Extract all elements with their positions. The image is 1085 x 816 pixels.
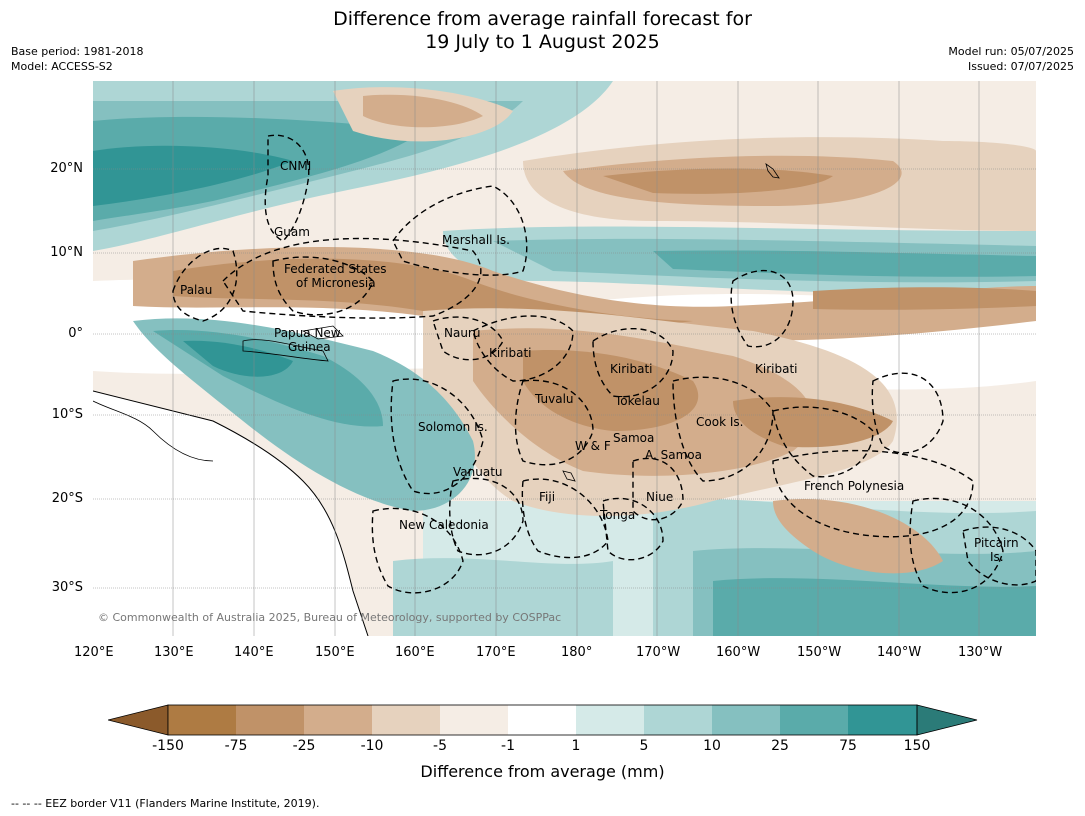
- label-tonga: Tonga: [599, 508, 635, 522]
- colorbar-bin: [440, 705, 508, 735]
- label-nauru: Nauru: [444, 326, 480, 340]
- rainfall-map: CNMI Guam Marshall Is. Federated States …: [93, 81, 1036, 636]
- colorbar-bin: [576, 705, 644, 735]
- label-fsm-line1: Federated States: [284, 262, 386, 276]
- colorbar-tick: -10: [360, 738, 384, 754]
- colorbar-tick: -25: [292, 738, 316, 754]
- label-png-line1: Papua New: [274, 326, 341, 340]
- colorbar-label: Difference from average (mm): [420, 762, 665, 781]
- eez-legend-text: -- -- -- EEZ border V11 (Flanders Marine…: [11, 797, 320, 810]
- colorbar-bin: [644, 705, 712, 735]
- y-tick: 0°: [68, 326, 83, 341]
- x-tick: 150°W: [797, 645, 842, 660]
- label-png-line2: Guinea: [288, 340, 331, 354]
- rainfall-field: [93, 81, 1036, 636]
- copyright-text: © Commonwealth of Australia 2025, Bureau…: [98, 611, 561, 624]
- meta-right: Model run: 05/07/2025 Issued: 07/07/2025: [948, 44, 1074, 74]
- label-kiribati-west: Kiribati: [489, 346, 531, 360]
- x-tick: 140°E: [234, 645, 274, 660]
- colorbar-bin: [712, 705, 780, 735]
- label-pitcairn-line2: Is.: [990, 550, 1004, 564]
- y-tick: 30°S: [51, 580, 83, 595]
- y-tick: 10°N: [50, 245, 83, 260]
- colorbar-tick: 10: [703, 738, 721, 754]
- label-cook-islands: Cook Is.: [696, 415, 743, 429]
- x-tick: 170°W: [636, 645, 681, 660]
- colorbar-bin: [372, 705, 440, 735]
- colorbar-tick: -150: [152, 738, 184, 754]
- colorbar: [108, 704, 978, 736]
- colorbar-tick: -75: [224, 738, 248, 754]
- colorbar-bin: [304, 705, 372, 735]
- label-palau: Palau: [180, 283, 212, 297]
- label-samoa: Samoa: [613, 431, 654, 445]
- colorbar-tick: 150: [903, 738, 931, 754]
- model-name: Model: ACCESS-S2: [11, 60, 113, 73]
- colorbar-bin: [508, 705, 576, 735]
- colorbar-bin: [168, 705, 236, 735]
- colorbar-outline: [167, 704, 918, 736]
- model-run: Model run: 05/07/2025: [948, 45, 1074, 58]
- label-kiribati-central: Kiribati: [610, 362, 652, 376]
- base-period: Base period: 1981-2018: [11, 45, 144, 58]
- colorbar-bin: [780, 705, 848, 735]
- label-solomon-islands: Solomon Is.: [418, 420, 488, 434]
- x-tick: 130°E: [154, 645, 194, 660]
- label-marshall-islands: Marshall Is.: [442, 233, 510, 247]
- title-line-2: 19 July to 1 August 2025: [425, 31, 660, 53]
- islands: [242, 163, 780, 482]
- label-new-caledonia: New Caledonia: [399, 518, 489, 532]
- colorbar-tick: 75: [839, 738, 857, 754]
- issued-date: Issued: 07/07/2025: [967, 60, 1074, 73]
- colorbar-extend-low: [108, 704, 169, 736]
- eez-borders: [172, 134, 1036, 594]
- y-tick: 20°S: [51, 491, 83, 506]
- label-tuvalu: Tuvalu: [534, 392, 574, 406]
- colorbar-bin: [236, 705, 304, 735]
- colorbar-bin: [848, 705, 917, 735]
- y-tick: 10°S: [51, 407, 83, 422]
- region-labels: CNMI Guam Marshall Is. Federated States …: [180, 159, 1019, 564]
- x-tick: 180°: [561, 645, 593, 660]
- x-tick: 160°W: [716, 645, 761, 660]
- y-tick: 20°N: [50, 161, 83, 176]
- colorbar-tick: 5: [639, 738, 649, 754]
- label-cnmi: CNMI: [280, 159, 311, 173]
- title-line-1: Difference from average rainfall forecas…: [333, 8, 752, 30]
- x-tick: 150°E: [315, 645, 355, 660]
- label-niue: Niue: [646, 490, 673, 504]
- colorbar-extend-high: [916, 704, 978, 736]
- x-tick: 170°E: [476, 645, 516, 660]
- label-fsm-line2: of Micronesia: [296, 276, 376, 290]
- label-french-polynesia: French Polynesia: [804, 479, 904, 493]
- colorbar-tick: -5: [433, 738, 447, 754]
- label-pitcairn-line1: Pitcairn: [974, 536, 1019, 550]
- x-tick: 120°E: [74, 645, 114, 660]
- label-wallis-futuna: W & F: [575, 439, 611, 453]
- label-american-samoa: A. Samoa: [645, 448, 702, 462]
- x-tick: 140°W: [877, 645, 922, 660]
- label-tokelau: Tokelau: [614, 394, 660, 408]
- x-tick: 160°E: [395, 645, 435, 660]
- label-guam: Guam: [274, 225, 310, 239]
- colorbar-tick: 25: [771, 738, 789, 754]
- label-vanuatu: Vanuatu: [453, 465, 503, 479]
- label-fiji: Fiji: [539, 490, 555, 504]
- x-tick: 130°W: [958, 645, 1003, 660]
- meta-left: Base period: 1981-2018 Model: ACCESS-S2: [11, 44, 143, 74]
- gridlines: [93, 81, 1036, 636]
- colorbar-tick: -1: [501, 738, 515, 754]
- label-kiribati-east: Kiribati: [755, 362, 797, 376]
- colorbar-tick: 1: [571, 738, 581, 754]
